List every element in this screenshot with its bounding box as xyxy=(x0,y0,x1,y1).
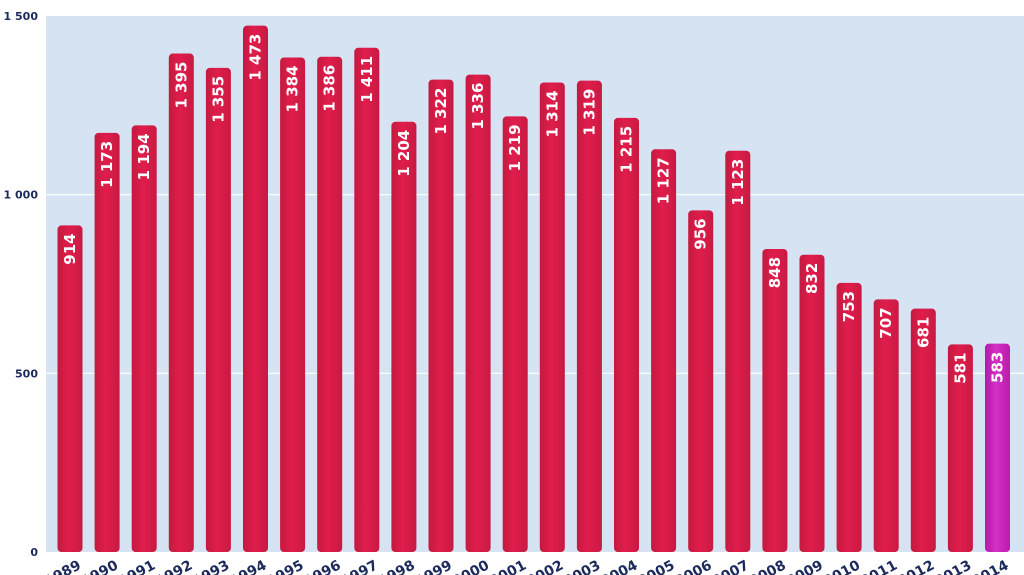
x-tick-label: 2005 xyxy=(636,557,678,575)
data-label: 1 322 xyxy=(432,88,450,135)
x-tick-label: 2003 xyxy=(561,557,603,575)
bar xyxy=(614,117,639,552)
x-tick-label: 1997 xyxy=(339,557,381,575)
x-tick-label: 1994 xyxy=(227,557,269,575)
y-tick-label: 0 xyxy=(30,546,38,559)
bar xyxy=(354,47,380,552)
bar xyxy=(94,132,120,552)
bar xyxy=(762,248,788,553)
x-tick-label: 2000 xyxy=(450,557,492,575)
bar xyxy=(391,121,417,553)
bars: 914 1 173 1 194 1 395 1 355 1 473 1 384 1 386 1 … xyxy=(57,25,1010,553)
bar xyxy=(280,57,306,552)
bar xyxy=(317,56,343,553)
data-label: 1 123 xyxy=(729,159,747,206)
x-tick-label: 2012 xyxy=(895,557,937,575)
bar xyxy=(465,74,491,553)
data-label: 1 219 xyxy=(506,124,524,171)
data-label: 753 xyxy=(840,291,858,322)
bar xyxy=(576,80,602,552)
bar xyxy=(985,343,1010,552)
bar xyxy=(651,149,677,552)
bar xyxy=(428,79,454,552)
x-tick-label: 2007 xyxy=(710,557,752,575)
data-label: 1 194 xyxy=(135,133,153,180)
data-label: 583 xyxy=(989,352,1007,383)
x-tick-label: 1999 xyxy=(413,557,455,575)
data-label: 1 215 xyxy=(618,126,636,173)
bar xyxy=(168,53,194,553)
x-tick-label: 1996 xyxy=(302,557,344,575)
data-label: 1 336 xyxy=(469,83,487,130)
bar xyxy=(131,125,157,553)
x-tick-label: 2010 xyxy=(821,557,863,575)
data-label: 1 127 xyxy=(655,157,673,204)
bar xyxy=(947,344,973,552)
x-tick-label: 2011 xyxy=(858,557,900,575)
data-label: 848 xyxy=(766,257,784,288)
bar xyxy=(725,150,751,552)
bar xyxy=(799,254,825,552)
bar xyxy=(688,210,714,552)
bar xyxy=(205,67,231,553)
x-tick-label: 1991 xyxy=(116,557,158,575)
data-label: 1 411 xyxy=(358,56,376,103)
x-tick-label: 1989 xyxy=(42,557,84,575)
data-label: 1 319 xyxy=(580,89,598,136)
data-label: 1 204 xyxy=(395,130,413,177)
data-label: 832 xyxy=(803,263,821,294)
data-label: 707 xyxy=(877,307,895,338)
x-tick-label: 1990 xyxy=(79,557,121,575)
data-label: 956 xyxy=(692,218,710,249)
data-label: 1 395 xyxy=(172,62,190,109)
x-tick-label: 2001 xyxy=(487,557,529,575)
bar xyxy=(539,82,565,553)
y-tick-label: 1 000 xyxy=(4,189,39,202)
x-tick-label: 1998 xyxy=(376,557,418,575)
x-tick-label: 2013 xyxy=(932,557,974,575)
data-label: 681 xyxy=(914,317,932,348)
y-tick-label: 1 500 xyxy=(4,10,39,23)
y-tick-label: 500 xyxy=(15,367,38,380)
data-label: 1 386 xyxy=(321,65,339,112)
x-tick-label: 2014 xyxy=(969,557,1011,575)
bar xyxy=(57,225,83,552)
data-label: 1 384 xyxy=(284,65,302,112)
data-label: 1 173 xyxy=(98,141,116,188)
data-label: 1 314 xyxy=(543,90,561,137)
data-label: 1 355 xyxy=(209,76,227,123)
x-tick-label: 2009 xyxy=(784,557,826,575)
x-tick-label: 2008 xyxy=(747,557,789,575)
bar xyxy=(243,25,268,552)
data-label: 581 xyxy=(951,352,969,383)
y-axis: 0 500 1 000 1 500 xyxy=(4,10,39,559)
x-tick-label: 1993 xyxy=(190,557,232,575)
bar xyxy=(910,308,936,552)
bar xyxy=(836,282,862,552)
x-axis: 1989199019911992199319941995199619971998… xyxy=(42,557,1012,575)
x-tick-label: 2006 xyxy=(673,557,715,575)
x-tick-label: 2004 xyxy=(598,557,640,575)
x-tick-label: 1992 xyxy=(153,557,195,575)
bar xyxy=(873,299,899,552)
bar xyxy=(502,116,528,552)
x-tick-label: 2002 xyxy=(524,557,566,575)
x-tick-label: 1995 xyxy=(265,557,307,575)
data-label: 1 473 xyxy=(247,34,265,81)
data-label: 914 xyxy=(61,233,79,264)
